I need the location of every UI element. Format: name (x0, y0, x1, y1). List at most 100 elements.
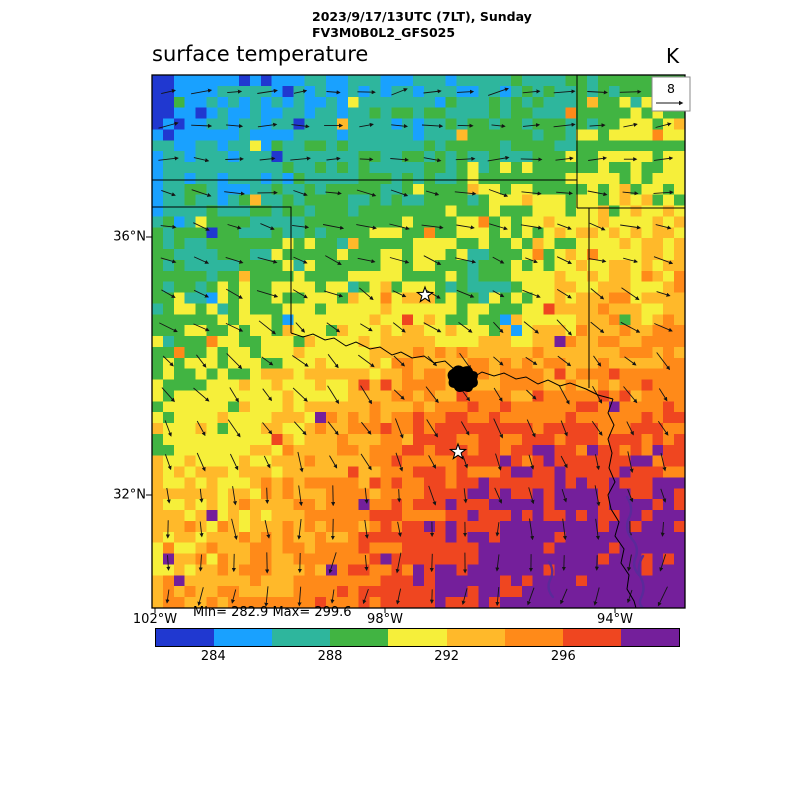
temp-cell (152, 542, 164, 555)
temp-cell (173, 433, 186, 446)
temp-cell (293, 412, 305, 424)
temp-cell (260, 390, 273, 402)
temp-cell (674, 314, 685, 326)
temp-cell (597, 455, 610, 467)
temp-cell (674, 423, 685, 435)
temp-cell (434, 520, 447, 533)
temp-cell (402, 368, 414, 380)
temp-cell (467, 401, 479, 413)
temp-cell (271, 249, 283, 261)
temp-cell (500, 346, 512, 359)
temp-cell (445, 205, 457, 217)
temp-cell (674, 433, 685, 446)
temp-cell (184, 520, 196, 533)
temp-cell (467, 390, 479, 402)
temp-cell (173, 205, 186, 217)
temp-cell (336, 433, 349, 446)
temp-cell (152, 249, 164, 261)
temp-cell (630, 488, 642, 500)
temp-cell (271, 531, 283, 544)
temp-cell (260, 292, 273, 304)
temp-cell (239, 85, 251, 98)
colorbar-segment (388, 629, 447, 646)
temp-cell (641, 227, 653, 239)
temp-cell (369, 499, 381, 511)
temp-cell (641, 488, 653, 500)
temp-cell (228, 368, 240, 380)
temp-cell (293, 455, 305, 467)
temp-cell (391, 379, 403, 391)
temp-cell (336, 249, 349, 261)
temp-cell (195, 96, 207, 109)
temp-cell (576, 303, 588, 315)
temp-cell (489, 172, 501, 185)
temp-cell (304, 488, 316, 500)
temp-cell (315, 423, 327, 435)
temp-cell (402, 118, 414, 130)
temp-cell (478, 292, 490, 304)
temp-cell (532, 151, 544, 163)
temp-cell (195, 75, 207, 87)
temp-cell (369, 357, 381, 370)
temp-cell (413, 172, 425, 185)
temp-cell (467, 346, 479, 359)
temp-cell (358, 194, 370, 206)
temp-cell (195, 303, 207, 315)
temp-cell (565, 270, 577, 283)
temp-cell (239, 553, 251, 565)
temp-cell (271, 499, 283, 511)
temp-cell (358, 325, 370, 337)
temp-cell (206, 162, 218, 174)
temp-cell (587, 183, 599, 196)
temp-cell (456, 510, 468, 522)
temp-cell (228, 346, 240, 359)
temp-cell (554, 249, 566, 261)
temp-cell (456, 151, 468, 163)
temp-cell (576, 401, 588, 413)
temp-cell (423, 564, 436, 576)
temp-cell (674, 379, 685, 391)
temp-cell (228, 238, 240, 250)
wind-arrow (197, 587, 204, 607)
temp-cell (336, 238, 349, 250)
temp-cell (369, 390, 381, 402)
temp-cell (271, 194, 283, 206)
temp-cell (608, 216, 621, 228)
temp-cell (500, 357, 512, 370)
temp-cell (195, 314, 207, 326)
wind-arrow (158, 156, 179, 161)
temp-cell (434, 477, 447, 489)
temp-cell (402, 183, 414, 196)
temp-cell (423, 455, 436, 467)
temp-cell (423, 96, 436, 109)
temp-cell (184, 575, 196, 587)
temp-cell (663, 531, 675, 544)
temp-cell (619, 531, 632, 544)
temp-cell (619, 270, 632, 283)
temp-cell (467, 542, 479, 555)
temp-cell (608, 314, 621, 326)
temp-cell (162, 477, 175, 489)
temp-cell (489, 336, 501, 348)
temp-cell (423, 259, 436, 272)
temp-cell (434, 346, 447, 359)
temp-cell (641, 270, 653, 283)
temp-cell (402, 292, 414, 304)
temp-cell (532, 379, 544, 391)
temp-cell (478, 455, 490, 467)
temp-cell (239, 227, 251, 239)
temp-cell (510, 336, 523, 348)
temp-cell (641, 499, 653, 511)
temp-cell (674, 292, 685, 304)
temp-cell (336, 510, 349, 522)
temp-cell (391, 194, 403, 206)
wind-arrow (292, 387, 308, 402)
temp-cell (206, 151, 218, 163)
wind-arrow (231, 518, 238, 541)
temp-cell (402, 510, 414, 522)
wind-arrow (428, 485, 437, 506)
temp-cell (456, 238, 468, 250)
temp-cell (619, 107, 632, 119)
temp-cell (489, 259, 501, 272)
